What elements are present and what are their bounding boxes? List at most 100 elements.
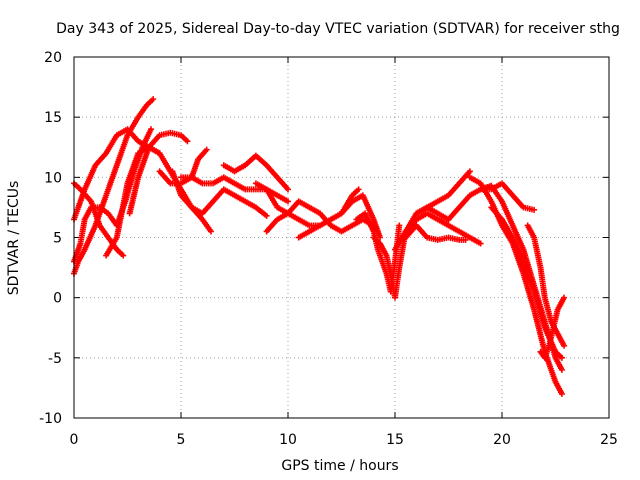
interpolated-markers — [554, 350, 564, 360]
interpolated-markers — [446, 181, 461, 197]
interpolated-markers — [553, 356, 565, 372]
interpolated-markers — [264, 188, 280, 209]
series-track-17 — [402, 222, 469, 243]
data-point — [561, 294, 568, 301]
interpolated-markers — [415, 211, 429, 222]
interpolated-markers — [179, 133, 189, 143]
data-point — [531, 206, 538, 213]
interpolated-markers — [308, 205, 322, 216]
interpolated-markers — [82, 164, 98, 191]
interpolated-markers — [222, 175, 236, 186]
y-axis-label: SDTVAR / TECUs — [6, 181, 22, 296]
interpolated-markers — [372, 236, 382, 246]
interpolated-markers — [275, 175, 290, 191]
interpolated-markers — [531, 236, 544, 269]
series-track-6 — [126, 129, 191, 217]
interpolated-markers — [82, 224, 98, 251]
interpolated-markers — [125, 152, 141, 185]
interpolated-markers — [415, 205, 429, 216]
interpolated-markers — [114, 134, 130, 167]
interpolated-markers — [468, 175, 482, 186]
series-track-13 — [295, 192, 384, 241]
interpolated-markers — [77, 218, 88, 245]
interpolated-markers — [276, 193, 290, 204]
series-track-12 — [263, 198, 377, 235]
interpolated-markers — [125, 127, 140, 143]
data-series — [71, 96, 568, 397]
interpolated-markers — [339, 199, 354, 215]
interpolated-markers — [264, 217, 279, 233]
interpolated-markers — [140, 128, 154, 149]
interpolated-markers — [196, 148, 209, 161]
interpolated-markers — [360, 194, 376, 221]
interpolated-markers — [222, 187, 236, 198]
interpolated-markers — [308, 223, 322, 234]
interpolated-markers — [329, 211, 343, 222]
y-tick-label: 20 — [44, 50, 62, 66]
interpolated-markers — [393, 230, 408, 251]
interpolated-markers — [93, 151, 108, 167]
interpolated-markers — [200, 199, 215, 215]
interpolated-markers — [233, 163, 247, 174]
interpolated-markers — [525, 224, 537, 239]
interpolated-markers — [104, 134, 119, 155]
interpolated-markers — [297, 229, 311, 240]
interpolated-markers — [553, 380, 565, 396]
interpolated-markers — [489, 205, 504, 221]
data-point — [203, 146, 210, 153]
data-point — [120, 252, 127, 259]
interpolated-markers — [404, 217, 419, 233]
interpolated-markers — [243, 154, 258, 167]
y-tick-label: -10 — [39, 411, 62, 427]
interpolated-markers — [436, 193, 450, 204]
interpolated-markers — [157, 152, 173, 173]
x-tick-label: 25 — [600, 432, 618, 448]
interpolated-markers — [500, 218, 515, 239]
plot-frame — [73, 56, 610, 419]
chart-title: Day 343 of 2025, Sidereal Day-to-day VTE… — [56, 21, 620, 37]
series-track-22 — [488, 204, 565, 361]
interpolated-markers — [425, 199, 440, 210]
interpolated-markers — [297, 217, 311, 228]
y-tick-label: 0 — [53, 291, 62, 307]
interpolated-markers — [72, 181, 82, 191]
data-point — [285, 198, 291, 205]
data-point — [150, 96, 157, 103]
interpolated-markers — [297, 199, 311, 210]
data-point — [558, 390, 565, 397]
data-point — [558, 366, 565, 373]
series-track-10 — [220, 152, 291, 193]
series-track-24 — [537, 294, 568, 361]
y-tick-label: 5 — [53, 231, 62, 247]
interpolated-markers — [362, 212, 376, 233]
interpolated-markers — [542, 296, 554, 323]
interpolated-markers — [115, 127, 129, 138]
interpolated-markers — [98, 205, 110, 216]
interpolated-markers — [511, 193, 526, 209]
interpolated-markers — [499, 200, 515, 227]
interpolated-markers — [114, 182, 131, 239]
interpolated-markers — [264, 163, 279, 179]
interpolated-markers — [233, 181, 247, 192]
interpolated-markers — [446, 205, 461, 221]
interpolated-markers — [500, 181, 515, 197]
interpolated-markers — [179, 193, 194, 209]
interpolated-markers — [457, 229, 472, 240]
interpolated-markers — [243, 199, 258, 210]
data-point — [207, 228, 214, 235]
series-track-23 — [524, 222, 568, 349]
x-tick-label: 10 — [279, 432, 297, 448]
interpolated-markers — [157, 169, 172, 185]
y-tick-label: 10 — [44, 170, 62, 186]
x-tick-label: 15 — [386, 432, 404, 448]
x-axis-label: GPS time / hours — [281, 458, 398, 474]
interpolated-markers — [468, 187, 482, 198]
interpolated-markers — [254, 154, 269, 167]
interpolated-markers — [190, 175, 204, 186]
series-track-18 — [413, 168, 473, 217]
interpolated-markers — [135, 146, 152, 179]
interpolated-markers — [127, 176, 141, 215]
interpolated-markers — [538, 350, 547, 360]
interpolated-markers — [78, 187, 93, 203]
